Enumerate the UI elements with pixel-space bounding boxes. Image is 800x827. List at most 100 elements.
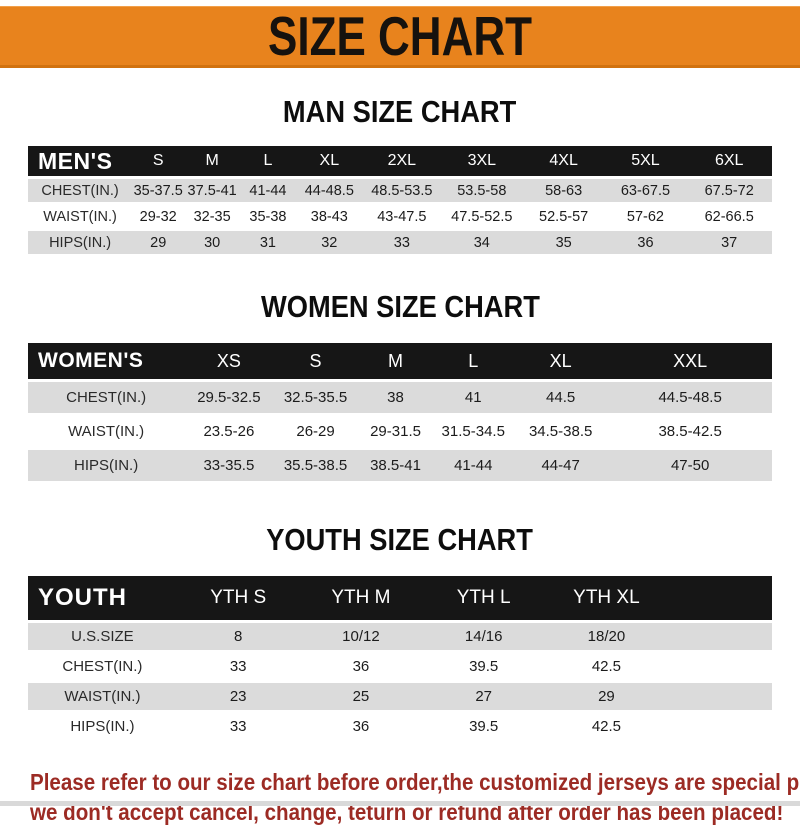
men-col-header: M — [184, 146, 241, 176]
women-col-header: S — [273, 343, 358, 379]
cell: 36 — [604, 231, 687, 254]
men-col-header: 6XL — [686, 146, 772, 176]
women-section-heading: WOMEN SIZE CHART — [260, 289, 540, 324]
cell: 44-48.5 — [295, 179, 363, 202]
disclaimer-line-1: Please refer to our size chart before or… — [30, 769, 800, 795]
youth-col-header: YTH XL — [545, 576, 668, 620]
men-col-header: 3XL — [440, 146, 523, 176]
women-col-header: XL — [513, 343, 609, 379]
cell: 41-44 — [433, 450, 514, 481]
row-label: CHEST(IN.) — [28, 653, 177, 680]
cell: 63-67.5 — [604, 179, 687, 202]
cell: 33 — [176, 653, 300, 680]
cell: 23 — [176, 683, 300, 710]
youth-table-wrap: YOUTH YTH S YTH M YTH L YTH XL U.S.SIZE … — [0, 573, 800, 743]
cell: 44-47 — [513, 450, 609, 481]
cell: 42.5 — [545, 713, 668, 740]
cell: 32.5-35.5 — [273, 382, 358, 413]
cell: 29-32 — [132, 205, 185, 228]
cell: 33 — [176, 713, 300, 740]
women-chest-row: CHEST(IN.) 29.5-32.5 32.5-35.5 38 41 44.… — [28, 382, 772, 413]
cell: 31 — [240, 231, 296, 254]
cell: 35-38 — [240, 205, 296, 228]
youth-section-heading: YOUTH SIZE CHART — [266, 522, 534, 557]
cell: 44.5-48.5 — [608, 382, 772, 413]
row-label: WAIST(IN.) — [28, 683, 177, 710]
women-col-header: L — [433, 343, 514, 379]
youth-col-header: YTH L — [422, 576, 546, 620]
spacer-cell — [667, 653, 772, 680]
women-col-header: XS — [184, 343, 274, 379]
men-hips-row: HIPS(IN.) 29 30 31 32 33 34 35 36 37 — [28, 231, 772, 254]
cell: 35.5-38.5 — [273, 450, 358, 481]
women-header-label: WOMEN'S — [28, 343, 185, 379]
cell: 48.5-53.5 — [362, 179, 441, 202]
men-col-header: 4XL — [522, 146, 605, 176]
cell: 10/12 — [299, 623, 423, 650]
men-header-label: MEN'S — [28, 146, 133, 176]
cell: 29-31.5 — [357, 416, 434, 447]
cell: 29 — [545, 683, 668, 710]
cell: 52.5-57 — [522, 205, 605, 228]
men-header-row: MEN'S S M L XL 2XL 3XL 4XL 5XL 6XL — [28, 146, 772, 176]
spacer-cell — [667, 576, 772, 620]
men-section-heading: MAN SIZE CHART — [283, 94, 517, 129]
cell: 43-47.5 — [362, 205, 441, 228]
row-label: CHEST(IN.) — [28, 382, 185, 413]
men-col-header: L — [240, 146, 296, 176]
spacer-cell — [667, 683, 772, 710]
women-waist-row: WAIST(IN.) 23.5-26 26-29 29-31.5 31.5-34… — [28, 416, 772, 447]
cell: 25 — [299, 683, 423, 710]
cell: 31.5-34.5 — [433, 416, 514, 447]
women-hips-row: HIPS(IN.) 33-35.5 35.5-38.5 38.5-41 41-4… — [28, 450, 772, 481]
men-col-header: 5XL — [604, 146, 687, 176]
disclaimer-note: Please refer to our size chart before or… — [30, 767, 800, 827]
cell: 38.5-41 — [357, 450, 434, 481]
cell: 34.5-38.5 — [513, 416, 609, 447]
men-table-wrap: MEN'S S M L XL 2XL 3XL 4XL 5XL 6XL CHEST… — [0, 143, 800, 257]
cell: 33-35.5 — [184, 450, 274, 481]
cell: 44.5 — [513, 382, 609, 413]
cell: 32 — [295, 231, 363, 254]
cell: 33 — [362, 231, 441, 254]
cell: 18/20 — [545, 623, 668, 650]
row-label: WAIST(IN.) — [28, 416, 185, 447]
cell: 41-44 — [240, 179, 296, 202]
women-col-header: XXL — [608, 343, 772, 379]
women-table-wrap: WOMEN'S XS S M L XL XXL CHEST(IN.) 29.5-… — [0, 340, 800, 484]
cell: 47.5-52.5 — [440, 205, 523, 228]
spacer-cell — [667, 713, 772, 740]
youth-size-table: YOUTH YTH S YTH M YTH L YTH XL U.S.SIZE … — [28, 573, 772, 743]
cell: 32-35 — [184, 205, 241, 228]
cell: 27 — [422, 683, 546, 710]
cell: 34 — [440, 231, 523, 254]
men-col-header: 2XL — [362, 146, 441, 176]
women-size-table: WOMEN'S XS S M L XL XXL CHEST(IN.) 29.5-… — [28, 340, 772, 484]
cell: 35-37.5 — [132, 179, 185, 202]
youth-waist-row: WAIST(IN.) 23 25 27 29 — [28, 683, 772, 710]
cell: 62-66.5 — [686, 205, 772, 228]
men-waist-row: WAIST(IN.) 29-32 32-35 35-38 38-43 43-47… — [28, 205, 772, 228]
women-header-row: WOMEN'S XS S M L XL XXL — [28, 343, 772, 379]
row-label: U.S.SIZE — [28, 623, 177, 650]
cell: 39.5 — [422, 713, 546, 740]
cell: 35 — [522, 231, 605, 254]
cell: 37 — [686, 231, 772, 254]
cell: 58-63 — [522, 179, 605, 202]
cell: 26-29 — [273, 416, 358, 447]
cell: 29 — [132, 231, 185, 254]
cell: 47-50 — [608, 450, 772, 481]
row-label: WAIST(IN.) — [28, 205, 133, 228]
men-chest-row: CHEST(IN.) 35-37.5 37.5-41 41-44 44-48.5… — [28, 179, 772, 202]
cell: 38.5-42.5 — [608, 416, 772, 447]
cell: 36 — [299, 653, 423, 680]
cell: 41 — [433, 382, 514, 413]
row-label: HIPS(IN.) — [28, 231, 133, 254]
banner-title: SIZE CHART — [268, 4, 532, 67]
size-chart-banner: SIZE CHART — [0, 6, 800, 68]
youth-hips-row: HIPS(IN.) 33 36 39.5 42.5 — [28, 713, 772, 740]
youth-col-header: YTH M — [299, 576, 423, 620]
youth-header-label: YOUTH — [28, 576, 177, 620]
men-size-table: MEN'S S M L XL 2XL 3XL 4XL 5XL 6XL CHEST… — [28, 143, 772, 257]
women-col-header: M — [357, 343, 434, 379]
